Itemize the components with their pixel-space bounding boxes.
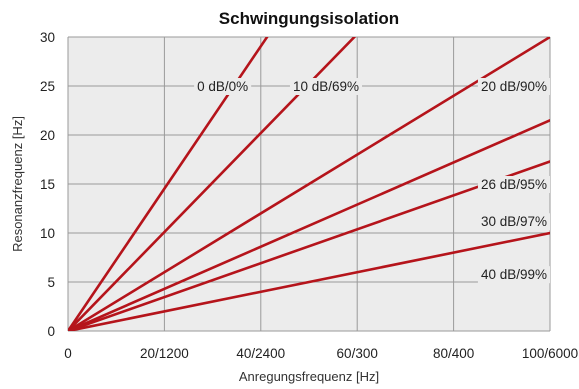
x-axis-label: Anregungsfrequenz [Hz] [239,369,379,384]
x-tick-label: 100/6000 [522,346,578,361]
x-tick-label: 0 [64,346,72,361]
series-label-bg [477,78,550,95]
y-tick-label: 25 [40,79,55,94]
x-tick-label: 80/400 [433,346,474,361]
series-label-group: 10 dB/69% [289,78,363,95]
series-label-group: 0 dB/0% [194,78,252,95]
x-tick-label: 40/2400 [236,346,285,361]
y-tick-label: 0 [47,324,55,339]
series-line [68,37,550,331]
series-label-group: 30 dB/97% [477,213,550,231]
series-label: 0 dB/0% [197,79,248,94]
series-label-bg [194,78,252,95]
x-tick-label: 60/300 [337,346,378,361]
series-line [68,231,550,331]
series-label-group: 26 dB/95% [477,176,550,193]
y-axis-ticks: 0 5 10 15 20 25 30 [40,30,55,339]
y-tick-label: 20 [40,128,55,143]
series-label-group: 40 dB/99% [477,266,550,284]
series-label-bg [477,266,550,284]
y-tick-label: 30 [40,30,55,45]
y-tick-label: 10 [40,226,55,241]
series-lines [68,37,550,331]
series-label: 40 dB/99% [481,267,547,282]
series-label-group: 20 dB/90% [477,78,550,95]
series-labels: 0 dB/0% 10 dB/69% 20 dB/90% 26 dB/95% 30 dB/… [194,78,550,284]
y-axis-label: Resonanzfrequenz [Hz] [10,116,25,252]
chart-title: Schwingungsisolation [219,9,399,28]
x-axis-ticks: 0 20/1200 40/2400 60/300 80/400 100/6000 [64,346,578,361]
series-label: 26 dB/95% [481,177,547,192]
series-line [68,160,550,331]
series-label-bg [289,78,363,95]
y-tick-label: 5 [47,275,55,290]
series-label: 20 dB/90% [481,79,547,94]
x-tick-label: 20/1200 [140,346,189,361]
series-label-bg [477,176,550,193]
series-label: 10 dB/69% [293,79,359,94]
series-label-bg [477,213,550,231]
series-line [68,119,550,331]
series-label: 30 dB/97% [481,214,547,229]
y-tick-label: 15 [40,177,55,192]
